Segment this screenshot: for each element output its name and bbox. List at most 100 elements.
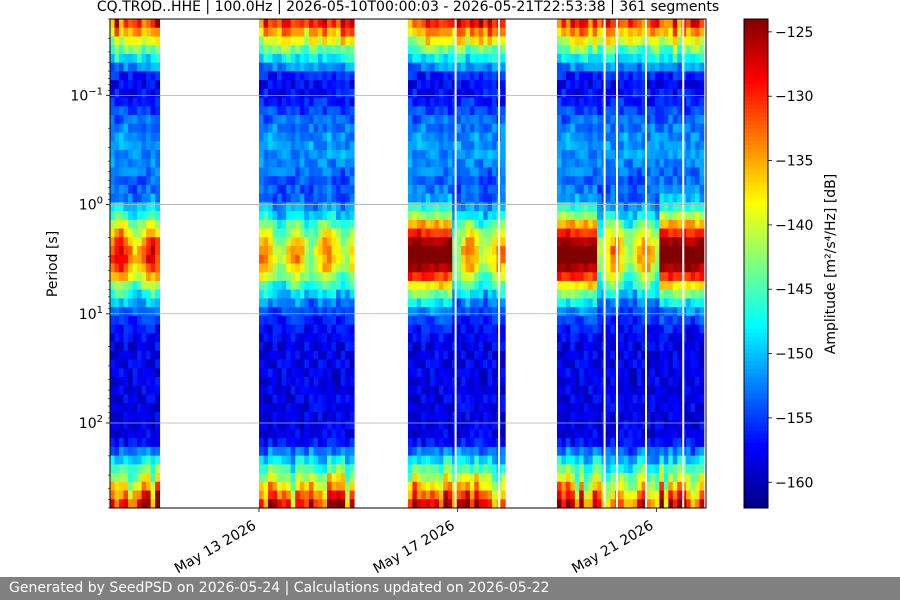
spectrogram-cell xyxy=(114,246,120,256)
spectrogram-cell xyxy=(668,446,674,457)
spectrogram-cell xyxy=(313,280,319,291)
spectrogram-cell xyxy=(483,149,488,160)
spectrogram-cell xyxy=(672,280,678,291)
spectrogram-cell xyxy=(110,473,115,483)
spectrogram-cell xyxy=(492,368,497,378)
spectrogram-cell xyxy=(672,490,678,500)
spectrogram-cell xyxy=(478,438,484,448)
spectrogram-cell xyxy=(619,263,625,273)
spectrogram-cell xyxy=(259,481,264,491)
spectrogram-cell xyxy=(438,499,444,508)
spectrogram-cell xyxy=(268,211,273,221)
spectrogram-cell xyxy=(610,149,616,160)
spectrogram-cell xyxy=(474,149,480,160)
spectrogram-cell xyxy=(340,307,346,317)
spectrogram-cell xyxy=(474,403,480,413)
spectrogram-cell xyxy=(561,263,567,273)
spectrogram-cell xyxy=(277,333,283,343)
spectrogram-cell xyxy=(290,359,296,369)
spectrogram-cell xyxy=(654,280,660,291)
spectrogram-cell xyxy=(263,289,269,299)
spectrogram-cell xyxy=(641,88,647,98)
spectrogram-cell xyxy=(663,481,669,491)
spectrogram-cell xyxy=(483,289,488,299)
spectrogram-cell xyxy=(412,280,418,291)
spectrogram-cell xyxy=(641,289,647,299)
spectrogram-cell xyxy=(561,411,567,422)
spectrogram-cell xyxy=(155,80,161,90)
spectrogram-cell xyxy=(474,254,480,264)
spectrogram-cell xyxy=(650,246,656,256)
spectrogram-cell xyxy=(565,62,571,72)
data-gap-line xyxy=(682,19,685,508)
spectrogram-cell xyxy=(565,149,571,160)
spectrogram-cell xyxy=(659,455,665,465)
spectrogram-cell xyxy=(597,289,602,299)
spectrogram-cell xyxy=(259,228,264,238)
spectrogram-cell xyxy=(430,193,435,203)
spectrogram-cell xyxy=(434,368,440,378)
spectrogram-cell xyxy=(487,377,493,387)
spectrogram-cell xyxy=(110,53,115,64)
spectrogram-cell xyxy=(561,88,567,98)
spectrogram-cell xyxy=(425,53,431,64)
spectrogram-cell xyxy=(408,219,413,229)
spectrogram-cell xyxy=(659,19,665,29)
spectrogram-cell xyxy=(605,455,611,465)
spectrogram-cell xyxy=(641,499,647,508)
spectrogram-cell xyxy=(336,246,341,256)
spectrogram-cell xyxy=(434,420,440,430)
spectrogram-cell xyxy=(487,342,493,352)
spectrogram-cell xyxy=(322,429,328,439)
spectrogram-cell xyxy=(623,368,629,378)
spectrogram-cell xyxy=(637,324,642,334)
spectrogram-cell xyxy=(628,324,634,334)
spectrogram-cell xyxy=(637,202,642,212)
spectrogram-cell xyxy=(668,228,674,238)
spectrogram-cell xyxy=(695,53,700,64)
spectrogram-cell xyxy=(434,455,440,465)
spectrogram-cell xyxy=(408,324,413,334)
spectrogram-cell xyxy=(345,62,351,72)
spectrogram-cell xyxy=(447,350,453,360)
spectrogram-cell xyxy=(331,202,337,212)
spectrogram-cell xyxy=(286,499,292,508)
spectrogram-cell xyxy=(588,333,594,343)
spectrogram-cell xyxy=(345,193,351,203)
spectrogram-cell xyxy=(487,219,493,229)
spectrogram-cell xyxy=(561,53,567,64)
spectrogram-cell xyxy=(565,202,571,212)
spectrogram-cell xyxy=(304,446,310,457)
spectrogram-cell xyxy=(110,411,115,422)
spectrogram-cell xyxy=(421,71,427,81)
spectrogram-cell xyxy=(259,211,264,221)
spectrogram-cell xyxy=(327,359,332,369)
spectrogram-cell xyxy=(557,420,562,430)
spectrogram-cell xyxy=(268,455,273,465)
spectrogram-cell xyxy=(272,272,278,282)
spectrogram-cell xyxy=(425,19,431,29)
spectrogram-cell xyxy=(443,272,449,282)
spectrogram-cell xyxy=(430,106,435,116)
spectrogram-cell xyxy=(500,176,506,186)
spectrogram-cell xyxy=(430,438,435,448)
spectrogram-cell xyxy=(447,45,453,55)
spectrogram-cell xyxy=(583,446,589,457)
spectrogram-cell xyxy=(478,490,484,500)
spectrogram-cell xyxy=(443,359,449,369)
spectrogram-cell xyxy=(579,324,585,334)
spectrogram-cell xyxy=(646,53,651,64)
spectrogram-cell xyxy=(500,473,506,483)
spectrogram-cell xyxy=(469,280,475,291)
spectrogram-cell xyxy=(478,394,484,404)
spectrogram-cell xyxy=(641,272,647,282)
spectrogram-cell xyxy=(263,211,269,221)
spectrogram-cell xyxy=(637,184,642,195)
spectrogram-cell xyxy=(610,141,616,151)
spectrogram-cell xyxy=(408,80,413,90)
spectrogram-cell xyxy=(557,19,562,29)
spectrogram-cell xyxy=(588,490,594,500)
spectrogram-cell xyxy=(686,307,691,317)
spectrogram-cell xyxy=(561,473,567,483)
